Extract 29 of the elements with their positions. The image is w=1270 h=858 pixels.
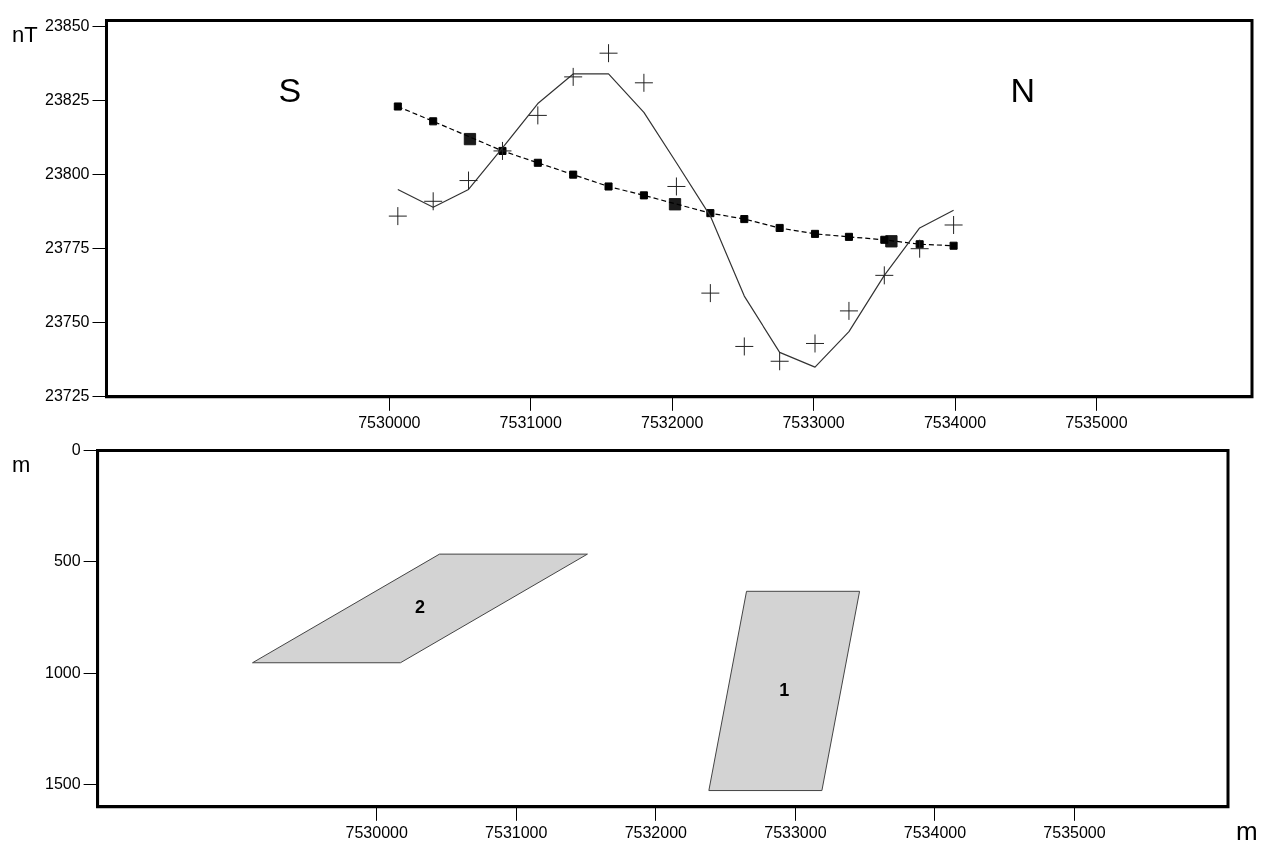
annotation: N <box>1010 70 1036 109</box>
y-tick-label: 23775 <box>44 239 90 257</box>
y-tick-label: 1500 <box>45 774 81 792</box>
y-tick-label: 23850 <box>44 16 90 34</box>
x-tick-label: 7530000 <box>358 413 421 431</box>
x-tick-label: 7531000 <box>485 823 548 841</box>
y-axis-title: nT <box>12 21 38 47</box>
y-tick-label: 23725 <box>44 387 90 405</box>
annotation: 2 <box>414 597 425 618</box>
annotation: S <box>278 70 302 109</box>
x-axis-title: m <box>1236 816 1258 847</box>
x-tick-label: 7535000 <box>1065 413 1128 431</box>
y-tick-label: 0 <box>71 441 81 459</box>
annotation: 1 <box>779 679 790 700</box>
x-tick-label: 7531000 <box>499 413 562 431</box>
y-tick-label: 23750 <box>44 313 90 331</box>
x-tick-label: 7530000 <box>345 823 408 841</box>
y-tick-label: 1000 <box>45 663 81 681</box>
x-tick-label: 7535000 <box>1043 823 1106 841</box>
x-tick-label: 7533000 <box>782 413 845 431</box>
y-axis-title: m <box>12 451 31 477</box>
x-tick-label: 7534000 <box>903 823 967 841</box>
x-tick-label: 7534000 <box>923 413 987 431</box>
x-tick-label: 7532000 <box>641 413 704 431</box>
x-tick-label: 7532000 <box>624 823 688 841</box>
x-tick-label: 7533000 <box>764 823 827 841</box>
y-tick-label: 500 <box>53 552 81 570</box>
y-tick-label: 23800 <box>44 165 90 183</box>
y-tick-label: 23825 <box>44 90 90 108</box>
